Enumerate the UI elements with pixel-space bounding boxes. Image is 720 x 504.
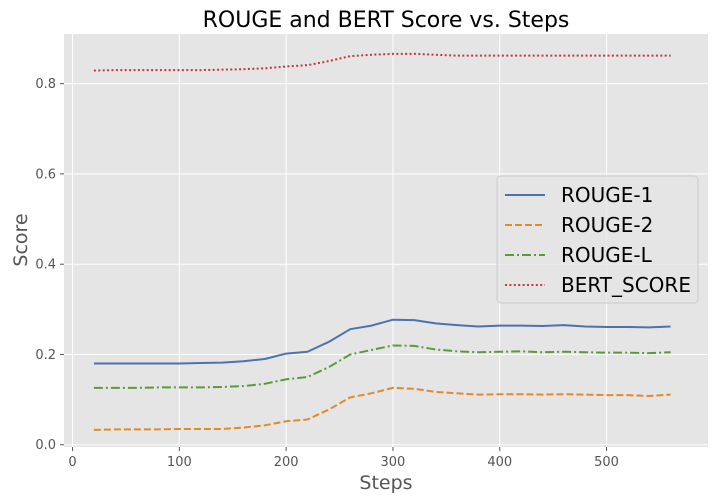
- y-tick-label: 0.0: [35, 438, 56, 453]
- y-tick-label: 0.6: [35, 167, 56, 182]
- legend-label: ROUGE-L: [561, 243, 653, 267]
- y-axis-label: Score: [10, 213, 32, 266]
- x-tick-label: 100: [167, 455, 192, 470]
- legend-label: BERT_SCORE: [561, 273, 691, 297]
- chart-title: ROUGE and BERT Score vs. Steps: [203, 8, 570, 33]
- y-tick-label: 0.4: [35, 258, 56, 273]
- x-tick-label: 400: [487, 455, 512, 470]
- series-lines: [93, 52, 671, 431]
- y-tick-label: 0.2: [35, 348, 56, 363]
- series-line-rouge-2: [93, 386, 671, 431]
- legend-label: ROUGE-2: [561, 213, 653, 237]
- series-line-rouge-1: [93, 318, 671, 365]
- legend-box: [496, 175, 699, 304]
- legend: ROUGE-1 ROUGE-2 ROUGE-L BERT_SCORE: [496, 175, 699, 304]
- grid-lines: [64, 34, 708, 447]
- x-tick-label: 0: [68, 455, 76, 470]
- y-tick-label: 0.8: [35, 77, 56, 92]
- y-axis-ticks: 0.0 0.2 0.4 0.6 0.8: [35, 77, 64, 453]
- x-tick-label: 300: [381, 455, 406, 470]
- series-line-rouge-l: [93, 344, 671, 389]
- x-tick-label: 200: [274, 455, 299, 470]
- x-tick-label: 500: [594, 455, 619, 470]
- x-axis-label: Steps: [359, 472, 412, 494]
- legend-label: ROUGE-1: [561, 183, 653, 207]
- x-axis-ticks: 0 100 200 300 400 500: [68, 447, 619, 470]
